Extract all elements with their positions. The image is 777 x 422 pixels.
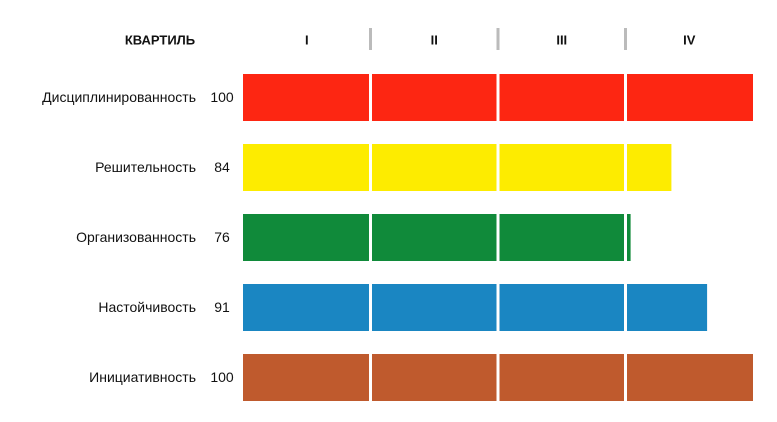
quartile-label: III xyxy=(556,32,567,47)
value-label: 91 xyxy=(214,299,230,315)
value-label: 76 xyxy=(214,229,230,245)
value-label: 100 xyxy=(210,369,234,385)
category-label: Дисциплинированность xyxy=(42,89,196,105)
quartile-label: I xyxy=(305,32,309,47)
column-header: КВАРТИЛЬ xyxy=(125,32,195,47)
category-label: Инициативность xyxy=(89,369,196,385)
value-label: 100 xyxy=(210,89,234,105)
quartile-label: II xyxy=(431,32,438,47)
category-label: Настойчивость xyxy=(98,299,196,315)
bar xyxy=(243,214,631,261)
category-label: Решительность xyxy=(95,159,196,175)
bar xyxy=(243,284,708,331)
quartile-label: IV xyxy=(683,32,696,47)
bar xyxy=(243,144,672,191)
category-label: Организованность xyxy=(76,229,196,245)
value-label: 84 xyxy=(214,159,230,175)
